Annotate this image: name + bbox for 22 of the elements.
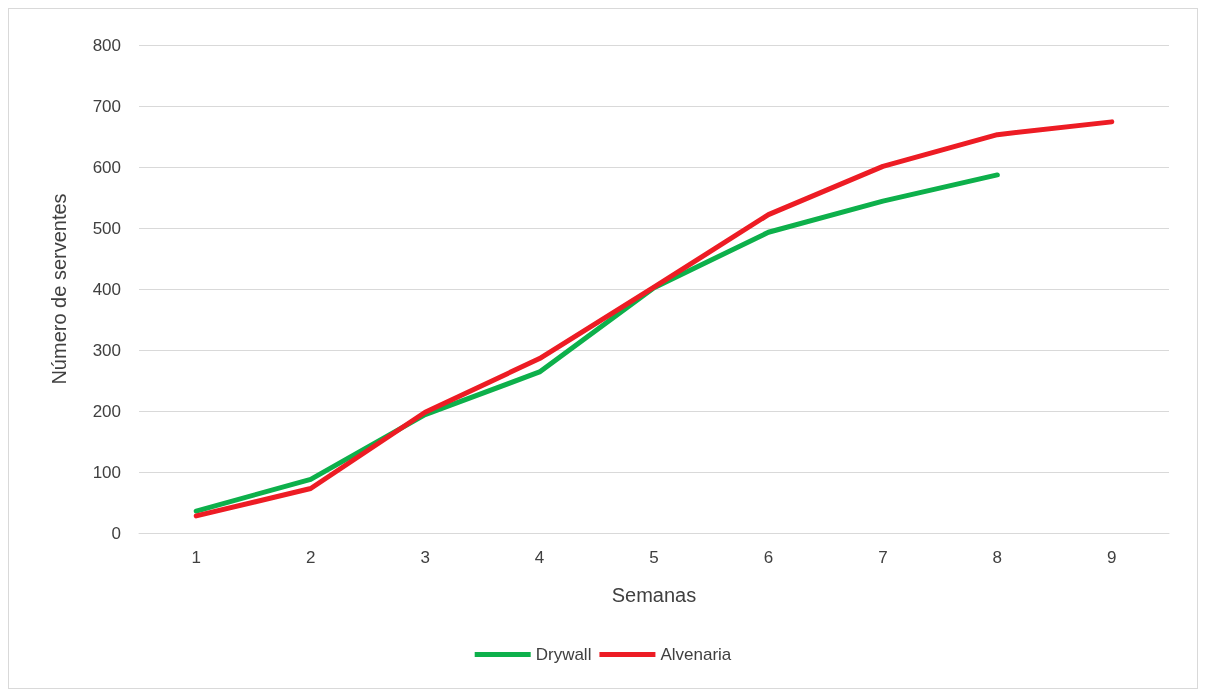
y-tick-label: 300 <box>92 340 121 360</box>
x-tick-label: 9 <box>1107 548 1117 567</box>
legend-label: Alvenaria <box>660 645 732 664</box>
y-tick-label: 200 <box>92 401 121 421</box>
y-tick-label: 0 <box>111 523 121 543</box>
x-axis-title: Semanas <box>611 584 697 606</box>
y-tick-label: 400 <box>92 279 121 299</box>
legend-label: Drywall <box>535 645 592 664</box>
x-tick-label: 1 <box>191 548 201 567</box>
x-tick-label: 4 <box>534 548 545 567</box>
y-axis-title: Número de serventes <box>48 193 70 385</box>
y-tick-label: 600 <box>92 157 121 177</box>
y-tick-label: 500 <box>92 218 121 238</box>
y-tick-label: 100 <box>92 462 121 482</box>
y-tick-label: 700 <box>92 96 121 116</box>
x-tick-label: 7 <box>878 548 888 567</box>
x-tick-label: 2 <box>305 548 316 567</box>
y-tick-label: 800 <box>92 35 121 55</box>
x-tick-label: 5 <box>649 548 659 567</box>
x-tick-label: 8 <box>992 548 1003 567</box>
x-tick-label: 6 <box>763 548 774 567</box>
x-tick-label: 3 <box>420 548 430 567</box>
